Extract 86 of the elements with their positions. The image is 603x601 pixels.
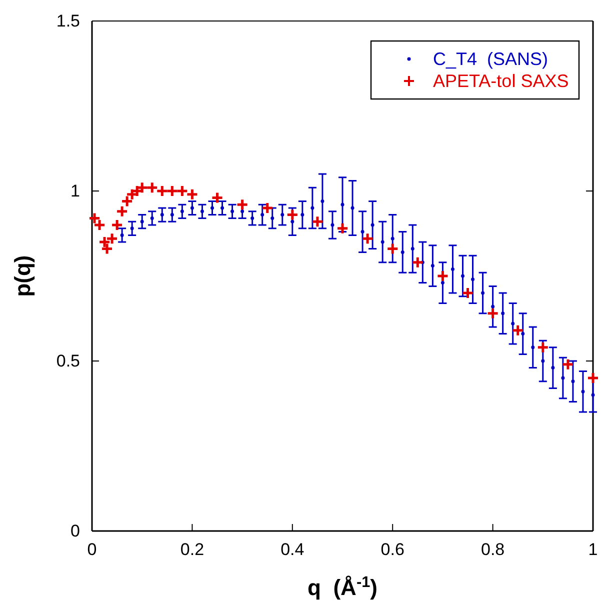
point <box>571 380 575 384</box>
y-axis-title: p(q) <box>10 255 35 297</box>
point <box>491 304 495 308</box>
x-tick-label: 0.8 <box>480 540 505 560</box>
point <box>581 390 585 394</box>
point <box>186 188 198 201</box>
point <box>586 372 600 384</box>
point <box>110 218 124 232</box>
point <box>220 206 224 210</box>
point <box>551 366 555 370</box>
point <box>340 202 344 206</box>
y-tick-label: 0 <box>70 521 80 540</box>
point <box>350 206 354 210</box>
point <box>180 210 184 214</box>
point <box>310 206 314 210</box>
point <box>156 184 168 198</box>
y-tick-label: 1 <box>70 181 80 200</box>
point <box>462 286 474 300</box>
point <box>360 230 364 234</box>
point <box>481 291 485 295</box>
point <box>146 181 158 194</box>
point <box>140 220 144 224</box>
point <box>410 247 414 251</box>
legend-label: APETA-tol SAXS <box>433 71 569 91</box>
point <box>336 222 349 235</box>
point <box>591 393 595 397</box>
point <box>486 307 500 320</box>
point <box>261 202 274 214</box>
y-tick-label: 0.5 <box>56 351 80 370</box>
point <box>521 332 525 336</box>
point <box>210 206 214 210</box>
point <box>160 213 164 217</box>
point <box>460 274 464 278</box>
point <box>250 216 254 220</box>
point <box>200 210 204 214</box>
point <box>361 232 374 245</box>
point <box>176 184 188 198</box>
point <box>411 256 424 269</box>
x-tick-label: 0.6 <box>380 540 404 560</box>
point <box>166 184 178 198</box>
point <box>450 267 454 271</box>
point <box>390 236 394 240</box>
x-tick-label: 1 <box>588 540 598 560</box>
point <box>106 232 118 245</box>
point <box>120 233 124 237</box>
point <box>260 213 264 217</box>
point <box>512 324 524 337</box>
point <box>116 205 128 218</box>
point <box>541 359 545 363</box>
point <box>240 210 244 214</box>
point <box>130 226 134 230</box>
point <box>211 192 224 204</box>
x-tick-label: 0.4 <box>280 540 304 560</box>
point <box>236 198 249 211</box>
point <box>290 220 294 224</box>
point <box>380 240 384 244</box>
legend-label: C_T4 (SANS) <box>433 49 548 69</box>
point <box>561 376 565 380</box>
x-tick-label: 0 <box>87 540 97 560</box>
point <box>190 206 194 210</box>
point <box>501 312 505 316</box>
point <box>150 216 154 220</box>
y-tick-label: 1.5 <box>56 11 80 30</box>
point <box>436 270 449 282</box>
point <box>286 208 299 222</box>
point <box>280 213 284 217</box>
point <box>370 223 374 227</box>
x-tick-label: 0.2 <box>180 540 204 560</box>
x-axis-title: q (Å$^{-1}$) <box>308 574 378 600</box>
point <box>536 341 550 354</box>
point <box>170 213 174 217</box>
point <box>311 215 324 228</box>
point <box>120 194 134 208</box>
point <box>320 199 324 203</box>
point <box>300 213 304 217</box>
point <box>330 223 334 227</box>
point <box>511 322 515 326</box>
point <box>471 278 475 282</box>
point <box>386 242 399 256</box>
point <box>562 358 574 371</box>
point <box>430 264 434 268</box>
point <box>531 346 535 350</box>
point <box>230 210 234 214</box>
point <box>400 250 404 254</box>
point <box>440 281 444 285</box>
point <box>270 216 274 220</box>
